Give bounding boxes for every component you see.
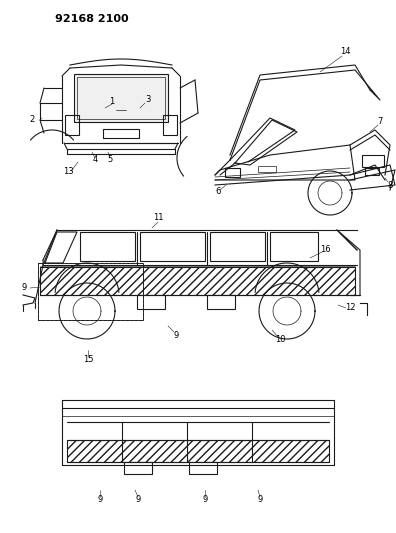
Bar [38,263,143,320]
Text: 16: 16 [320,246,330,254]
Text: 9: 9 [135,496,141,505]
Text: 13: 13 [63,167,73,176]
Text: 4: 4 [92,156,98,165]
Text: 9: 9 [97,496,103,505]
Text: 9: 9 [173,330,179,340]
Bar [74,74,168,122]
Text: 11: 11 [153,214,163,222]
Text: 12: 12 [345,303,355,312]
Text: 15: 15 [83,356,93,365]
Text: 10: 10 [275,335,285,344]
Text: 6: 6 [215,188,221,197]
Text: 2: 2 [29,116,34,125]
Bar [80,232,135,261]
Bar [77,77,165,119]
Bar [137,295,165,309]
Text: 92168 2100: 92168 2100 [55,14,129,24]
Text: 1: 1 [109,98,114,107]
Bar [103,129,139,138]
Text: 14: 14 [340,47,350,56]
Bar [38,263,143,320]
Bar [362,155,384,167]
Bar [270,232,318,261]
Bar [65,115,79,135]
Bar [210,232,265,261]
Bar [258,166,276,172]
Text: 9: 9 [202,496,208,505]
Bar [365,168,379,175]
Text: 3: 3 [145,95,151,104]
Text: 9: 9 [21,284,27,293]
Text: 5: 5 [107,156,112,165]
Text: 7: 7 [377,117,383,126]
Bar [207,295,235,309]
Bar [124,462,152,474]
Bar [163,115,177,135]
Bar [225,168,240,177]
Bar [189,462,217,474]
Bar [67,440,329,462]
Bar [40,267,355,295]
Text: 9: 9 [257,496,263,505]
Bar [140,232,205,261]
Text: 8: 8 [387,181,393,190]
